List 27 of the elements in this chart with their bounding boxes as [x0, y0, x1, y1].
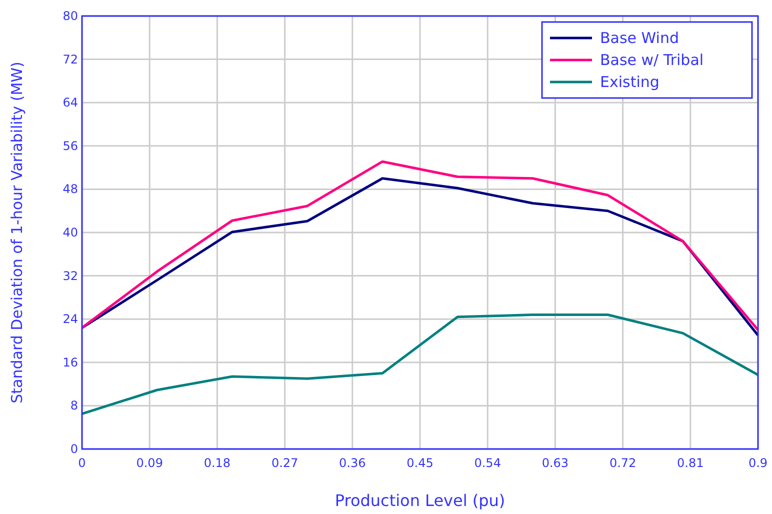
x-tick-label: 0.63 [542, 456, 569, 470]
legend-label: Base Wind [600, 29, 679, 47]
y-tick-label: 56 [62, 138, 78, 153]
x-tick-label: 0.54 [474, 456, 501, 470]
x-tick-label: 0.18 [204, 456, 231, 470]
legend-label: Base w/ Tribal [600, 51, 704, 69]
x-tick-label: 0.9 [748, 456, 768, 470]
x-tick-label: 0.81 [677, 456, 704, 470]
y-tick-label: 8 [70, 398, 78, 413]
y-tick-label: 40 [62, 226, 78, 240]
legend-label: Existing [600, 73, 660, 91]
x-tick-label: 0.45 [406, 456, 434, 470]
y-tick-label: 72 [62, 52, 78, 66]
y-tick-label: 64 [62, 96, 78, 110]
line-series [80, 314, 760, 416]
x-tick-label: 0.09 [136, 456, 163, 470]
y-axis-title: Standard Deviation of 1-hour Variability (MW) [8, 62, 26, 404]
x-tick-label: 0.72 [609, 456, 636, 470]
x-tick-label: 0.27 [271, 456, 298, 470]
y-tick-label: 16 [62, 355, 78, 370]
y-tick-label: 24 [62, 312, 78, 326]
y-tick-label: 80 [62, 9, 78, 23]
y-tick-label: 48 [62, 182, 78, 196]
x-axis-title: Production Level (pu) [334, 491, 506, 510]
y-tick-label: 32 [62, 268, 78, 283]
y-tick-label: 0 [70, 442, 78, 456]
x-tick-label: 0.36 [339, 456, 366, 470]
